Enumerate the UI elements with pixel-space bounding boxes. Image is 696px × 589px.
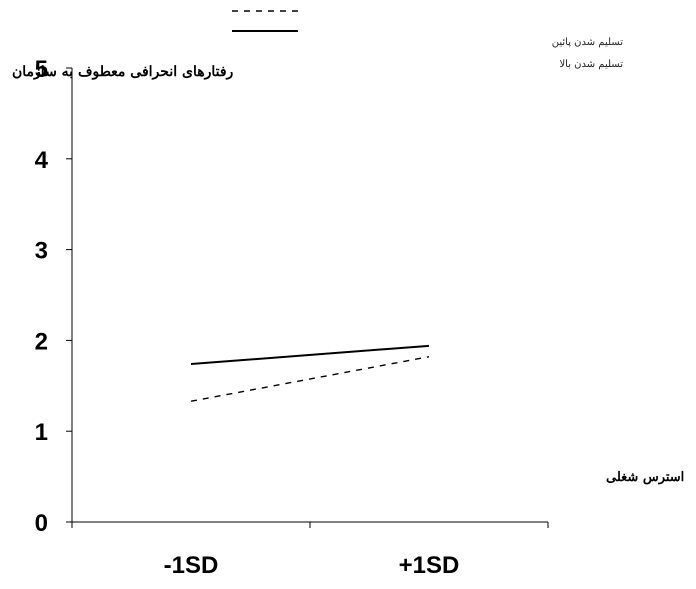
- series-line-0: [190, 356, 430, 402]
- y-tick-label-3: 3: [35, 238, 48, 265]
- y-tick-label-5: 5: [35, 56, 48, 83]
- y-tick-label-2: 2: [35, 328, 48, 355]
- legend-label-high-surrender: تسلیم شدن بالا: [559, 59, 623, 70]
- y-tick-label-1: 1: [35, 419, 48, 446]
- x-tick-label-0: -1SD: [164, 552, 219, 579]
- y-axis-title: رفتارهای انحرافی معطوف به سازمان: [12, 64, 234, 80]
- y-tick-label-4: 4: [35, 147, 49, 174]
- x-axis-title: استرس شغلی: [606, 470, 685, 485]
- y-tick-label-0: 0: [35, 510, 48, 537]
- x-tick-label-1: +1SD: [399, 552, 460, 579]
- legend-label-low-surrender: تسلیم شدن پائین: [551, 37, 623, 48]
- series-line-1: [190, 344, 430, 366]
